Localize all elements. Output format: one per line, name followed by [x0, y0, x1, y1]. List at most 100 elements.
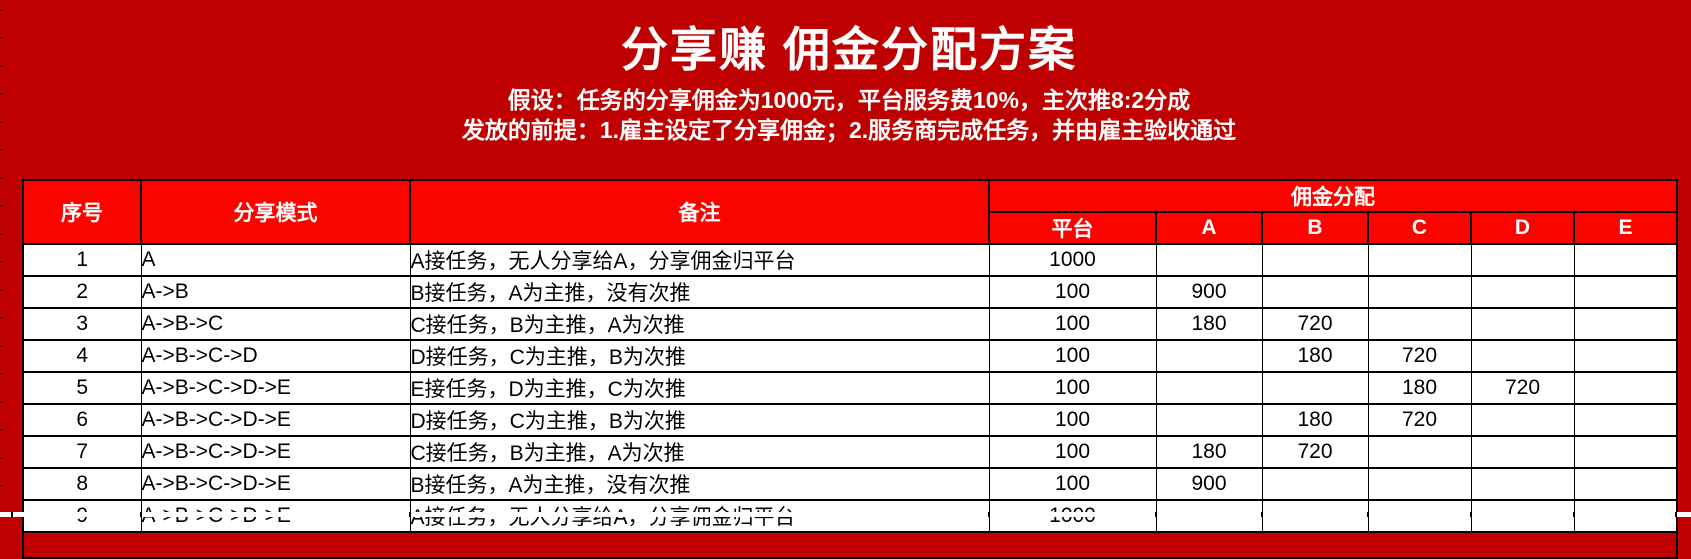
cell-no: 7 [22, 435, 142, 469]
cell-value-platform: 100 [988, 275, 1157, 309]
cell-value-c [1367, 243, 1472, 277]
cell-value-a: 180 [1155, 307, 1263, 341]
cell-note: B接任务，A为主推，没有次推 [409, 467, 990, 501]
cell-value-c: 180 [1367, 371, 1472, 405]
cell-value-a: 180 [1155, 435, 1263, 469]
gridline-tick [409, 512, 411, 517]
cell-value-d [1470, 435, 1575, 469]
table-row: 1 A A接任务，无人分享给A，分享佣金归平台 1000 [22, 243, 1678, 277]
cell-note: C接任务，B为主推，A为次推 [409, 307, 990, 341]
cell-value-e [1573, 339, 1678, 373]
table-row: 4 A->B->C->D D接任务，C为主推，B为次推 100 180 720 [22, 339, 1678, 373]
cell-value-b: 720 [1261, 435, 1369, 469]
cell-value-c: 720 [1367, 339, 1472, 373]
cell-value-e [1573, 435, 1678, 469]
cell-note: D接任务，C为主推，B为次推 [409, 339, 990, 373]
table-row: 3 A->B->C C接任务，B为主推，A为次推 100 180 720 [22, 307, 1678, 341]
col-header-platform: 平台 [988, 211, 1157, 245]
cell-value-platform: 100 [988, 371, 1157, 405]
gridline-tick [11, 512, 13, 517]
footer-band-row [21, 531, 1679, 559]
col-header-note: 备注 [409, 179, 990, 245]
cell-value-e [1573, 275, 1678, 309]
gridline-tick [1675, 512, 1677, 517]
cell-mode: A->B->C->D->E [140, 435, 411, 469]
cell-value-c [1367, 467, 1472, 501]
left-gridline-ticks [0, 9, 3, 517]
col-header-commission-group: 佣金分配 [987, 179, 1679, 213]
cell-mode: A->B [140, 275, 411, 309]
cell-value-b [1261, 467, 1369, 501]
cell-value-a: 900 [1155, 275, 1263, 309]
cell-value-d [1470, 243, 1575, 277]
gridline-tick [1470, 512, 1472, 517]
cell-value-c [1367, 275, 1472, 309]
cell-value-platform: 100 [988, 435, 1157, 469]
header-block: 分享赚 佣金分配方案 假设：任务的分享佣金为1000元，平台服务费10%，主次推… [22, 0, 1676, 145]
cell-value-d [1470, 403, 1575, 437]
cell-note: A接任务，无人分享给A，分享佣金归平台 [409, 243, 990, 277]
table-row: 7 A->B->C->D->E C接任务，B为主推，A为次推 100 180 720 [22, 435, 1678, 469]
cell-value-a [1155, 371, 1263, 405]
cell-value-b [1261, 243, 1369, 277]
cell-no: 4 [22, 339, 142, 373]
page-title: 分享赚 佣金分配方案 [620, 23, 1078, 76]
col-header-a: A [1155, 211, 1263, 245]
footer-band-cell [21, 531, 1679, 559]
cell-value-e [1573, 403, 1678, 437]
cell-value-a [1155, 403, 1263, 437]
gridline-tick [140, 512, 142, 517]
cell-value-d [1470, 467, 1575, 501]
gridline-tick [1573, 512, 1575, 517]
cell-value-a [1155, 339, 1263, 373]
commission-table: 序号 分享模式 备注 佣金分配 平台 A B C D E 1 A A接任务，无人分享… [21, 179, 1679, 559]
gridline-tick [1367, 512, 1369, 517]
table-row: 6 A->B->C->D->E D接任务，C为主推，B为次推 100 180 720 [22, 403, 1678, 437]
gridline-tick [1261, 512, 1263, 517]
cell-mode: A->B->C->D->E [140, 467, 411, 501]
cell-mode: A->B->C [140, 307, 411, 341]
table-row: 5 A->B->C->D->E E接任务，D为主推，C为次推 100 180 720 [22, 371, 1678, 405]
cell-value-b: 180 [1261, 403, 1369, 437]
cell-value-e [1573, 307, 1678, 341]
col-header-d: D [1470, 211, 1575, 245]
cell-value-platform: 100 [988, 339, 1157, 373]
cell-value-d: 720 [1470, 371, 1575, 405]
cell-note: D接任务，C为主推，B为次推 [409, 403, 990, 437]
cell-value-e [1573, 371, 1678, 405]
cell-value-platform: 100 [988, 403, 1157, 437]
cell-value-platform: 100 [988, 467, 1157, 501]
cell-value-b [1261, 371, 1369, 405]
cell-value-d [1470, 275, 1575, 309]
col-header-mode: 分享模式 [140, 179, 411, 245]
cell-no: 3 [22, 307, 142, 341]
table-row: 2 A->B B接任务，A为主推，没有次推 100 900 [22, 275, 1678, 309]
cell-no: 1 [22, 243, 142, 277]
cell-mode: A->B->C->D [140, 339, 411, 373]
col-header-c: C [1367, 211, 1472, 245]
gridline-tick [988, 512, 990, 517]
col-header-b: B [1261, 211, 1369, 245]
cell-value-c [1367, 435, 1472, 469]
cell-value-c: 720 [1367, 403, 1472, 437]
precondition-line: 发放的前提：1.雇主设定了分享佣金；2.服务商完成任务，并由雇主验收通过 [461, 117, 1237, 143]
cell-value-d [1470, 339, 1575, 373]
cell-mode: A->B->C->D->E [140, 371, 411, 405]
cell-value-e [1573, 243, 1678, 277]
col-header-no: 序号 [22, 179, 142, 245]
cell-no: 8 [22, 467, 142, 501]
table-row: 8 A->B->C->D->E B接任务，A为主推，没有次推 100 900 [22, 467, 1678, 501]
cell-mode: A->B->C->D->E [140, 403, 411, 437]
cell-no: 2 [22, 275, 142, 309]
cell-value-a: 900 [1155, 467, 1263, 501]
cell-note: E接任务，D为主推，C为次推 [409, 371, 990, 405]
cell-value-d [1470, 307, 1575, 341]
cell-note: B接任务，A为主推，没有次推 [409, 275, 990, 309]
cell-note: C接任务，B为主推，A为次推 [409, 435, 990, 469]
cell-value-a [1155, 243, 1263, 277]
cell-value-platform: 100 [988, 307, 1157, 341]
cell-value-b: 180 [1261, 339, 1369, 373]
cell-value-platform: 1000 [988, 243, 1157, 277]
cell-value-e [1573, 467, 1678, 501]
